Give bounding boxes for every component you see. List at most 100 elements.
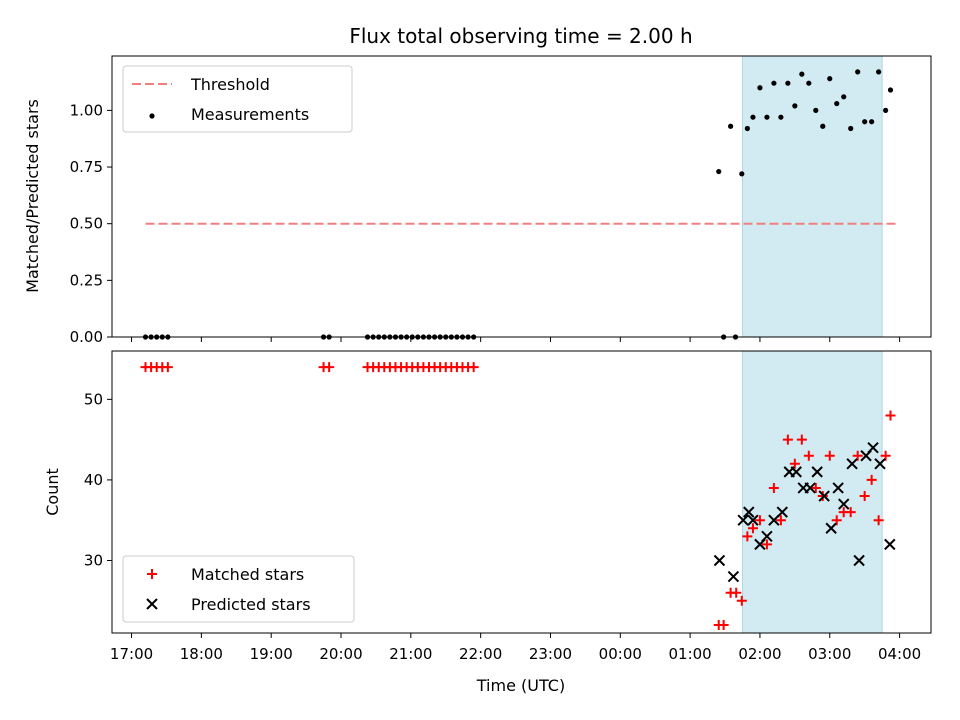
ratio-legend-box [122, 65, 353, 133]
matched-star-point [742, 531, 753, 542]
ratio-y-tick-label: 0.75 [70, 158, 103, 176]
predicted-star-point [713, 554, 726, 567]
ratio-observing-span [741, 55, 883, 338]
predicted-star-point [790, 466, 802, 478]
predicted-star-point [761, 530, 773, 543]
predicted-star-point [737, 514, 749, 526]
x-tick-label: 23:00 [529, 645, 572, 663]
count-observing-span [741, 350, 883, 634]
matched-star-point [789, 458, 800, 469]
x-tick-label: 19:00 [250, 645, 293, 663]
measurement-point [834, 100, 840, 107]
x-tick-label: 22:00 [459, 645, 502, 663]
x-axis-label: Time (UTC) [476, 676, 565, 695]
measurement-point [799, 71, 805, 77]
measurement-point [806, 80, 812, 86]
measurement-point [887, 87, 894, 93]
measurement-point [750, 114, 756, 120]
count-panel: 30 40 50 17:00 18:00 19:00 20:00 21:00 22:00 23:0… [84, 350, 932, 663]
measurement-point [785, 80, 791, 86]
predicted-star-point [838, 498, 850, 510]
measurement-point [778, 114, 784, 120]
matched-star-point [468, 362, 479, 373]
matched-star-point [782, 434, 793, 445]
predicted-star-point [853, 554, 865, 567]
x-tick-label: 01:00 [669, 645, 712, 663]
ratio-y-tick-label: 0.50 [70, 215, 103, 233]
x-tick-label: 03:00 [808, 645, 851, 663]
matched-star-point [754, 515, 765, 526]
x-tick-label: 18:00 [180, 645, 223, 663]
matched-star-point [761, 539, 772, 550]
measurement-point [739, 171, 745, 177]
legend-label: Threshold [190, 75, 270, 94]
count-y-tick-label: 40 [84, 471, 103, 489]
matched-star-point [866, 474, 877, 485]
measurement-point [744, 125, 750, 132]
x-tick-label: 02:00 [738, 645, 781, 663]
count-y-tick-label: 30 [84, 551, 103, 569]
chart-title: Flux total observing time = 2.00 h [349, 24, 692, 48]
measurement-point [757, 85, 763, 91]
matched-star-point [731, 587, 742, 598]
predicted-star-point [832, 482, 844, 494]
predicted-star-point [818, 490, 830, 502]
ratio-legend: Threshold Measurements [122, 65, 353, 133]
count-y-tick-label: 50 [84, 390, 103, 408]
measurement-point [792, 103, 798, 109]
legend-label: Predicted stars [191, 595, 311, 614]
legend-matched-swatch [147, 569, 157, 579]
legend-label: Matched stars [191, 565, 304, 584]
measurement-point [716, 168, 722, 175]
ratio-y-tick-label: 0.00 [70, 328, 103, 346]
measurement-point [883, 107, 889, 113]
measurement-point [841, 94, 847, 100]
ratio-panel: 0.00 0.25 0.50 0.75 1.00 Threshold Measurement… [70, 55, 932, 346]
ratio-axes-frame [111, 55, 932, 338]
matched-star-point [768, 482, 779, 493]
predicted-star-point [884, 538, 896, 551]
legend-label: Measurements [191, 105, 309, 124]
matched-star-point [859, 491, 870, 502]
matched-star-point [162, 362, 173, 373]
measurement-point [728, 123, 734, 129]
matched-star-point [718, 619, 729, 630]
x-tick-label: 00:00 [599, 645, 642, 663]
matched-star-point [796, 434, 807, 445]
predicted-star-point [867, 441, 879, 454]
ratio-y-tick-label: 1.00 [70, 101, 103, 119]
measurement-point [869, 119, 875, 125]
measurement-point [876, 69, 882, 75]
predicted-star-point [743, 506, 755, 518]
predicted-star-point [811, 466, 823, 478]
measurement-point [813, 107, 819, 113]
x-tick-label: 20:00 [319, 645, 362, 663]
matched-star-point [736, 595, 747, 606]
x-tick-label: 17:00 [110, 645, 153, 663]
x-tick-label: 21:00 [389, 645, 432, 663]
matched-star-point [824, 450, 835, 461]
x-tick-label: 04:00 [878, 645, 921, 663]
matched-star-point [324, 362, 335, 373]
matched-star-point [885, 410, 896, 421]
matched-star-point [880, 450, 891, 461]
matched-star-point [852, 450, 863, 461]
measurement-point [848, 125, 854, 132]
matched-star-point [810, 482, 821, 493]
measurement-point [862, 119, 868, 125]
legend-predicted-swatch [146, 598, 158, 610]
matched-star-point [873, 515, 884, 526]
predicted-star-point [874, 458, 886, 470]
measurement-point [764, 114, 770, 120]
predicted-star-point [825, 522, 837, 534]
predicted-star-point [747, 514, 759, 526]
predicted-star-point [727, 570, 740, 583]
matched-star-point [775, 515, 786, 526]
matched-star-point [831, 515, 842, 526]
ratio-y-tick-label: 0.25 [70, 271, 103, 289]
y-axis-label-ratio: Matched/Predicted stars [23, 99, 42, 293]
predicted-star-point [804, 482, 816, 494]
matched-star-point [747, 523, 758, 534]
matched-star-point [845, 507, 856, 518]
